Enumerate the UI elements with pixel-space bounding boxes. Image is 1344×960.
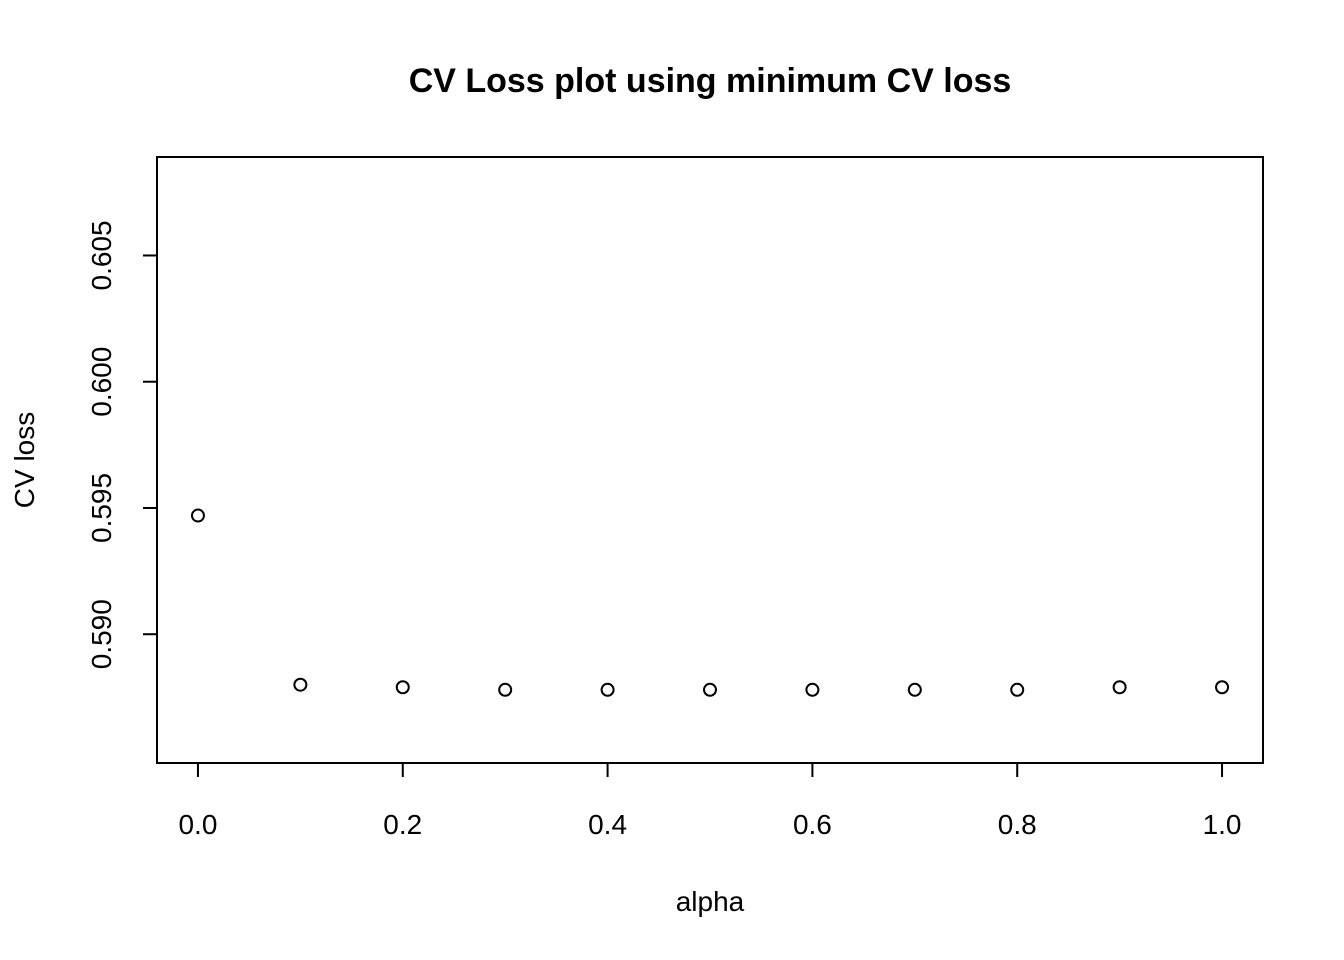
- data-point: [293, 677, 308, 692]
- x-tick-label: 0.8: [998, 809, 1037, 840]
- chart-title: CV Loss plot using minimum CV loss: [409, 62, 1012, 100]
- data-point: [498, 682, 513, 697]
- data-points: [190, 508, 1230, 697]
- data-point: [703, 682, 717, 697]
- y-tick-label: 0.590: [86, 599, 117, 669]
- y-axis: 0.590 0.595 0.600 0.605: [86, 220, 158, 669]
- data-point: [1010, 682, 1025, 697]
- data-point: [395, 680, 410, 695]
- x-tick-label: 0.6: [793, 809, 832, 840]
- y-axis-label: CV loss: [9, 412, 40, 508]
- data-point: [1112, 680, 1127, 695]
- data-point: [805, 682, 820, 697]
- y-tick-label: 0.600: [86, 347, 117, 417]
- x-tick-label: 1.0: [1203, 809, 1242, 840]
- data-point: [600, 682, 615, 697]
- data-point: [1215, 680, 1230, 695]
- y-tick-label: 0.595: [86, 473, 117, 543]
- plot-frame: [156, 156, 1264, 764]
- x-axis: 0.0 0.2 0.4 0.6 0.8 1.0: [178, 762, 1242, 840]
- y-tick-label: 0.605: [86, 220, 117, 290]
- x-tick-label: 0.4: [588, 809, 627, 840]
- data-point: [907, 682, 922, 697]
- x-axis-label: alpha: [676, 886, 745, 917]
- x-tick-label: 0.2: [383, 809, 422, 840]
- x-tick-label: 0.0: [178, 809, 217, 840]
- data-point: [190, 508, 205, 523]
